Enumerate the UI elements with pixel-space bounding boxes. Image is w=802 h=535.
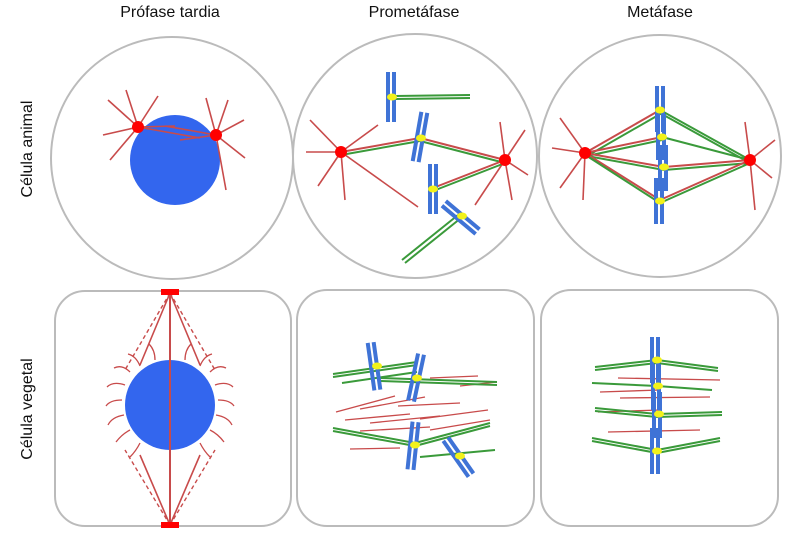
plant-metaphase-content bbox=[591, 337, 723, 474]
animal-cell-prometaphase-outline bbox=[292, 33, 538, 279]
animal-metaphase-content bbox=[551, 86, 776, 224]
column-title-metaphase: Metáfase bbox=[627, 4, 693, 21]
column-title-late-prophase: Prófase tardia bbox=[120, 4, 220, 21]
centrosome bbox=[499, 154, 511, 166]
centrosome bbox=[132, 121, 144, 133]
column-title-prometaphase: Prometáfase bbox=[368, 4, 460, 21]
animal-prometaphase-content bbox=[306, 72, 529, 264]
plant-prometaphase-content bbox=[332, 341, 498, 479]
centrosome bbox=[210, 129, 222, 141]
spindle-pole bbox=[161, 522, 179, 528]
plant-prophase-content bbox=[105, 289, 235, 528]
animal-cell-metaphase-outline bbox=[538, 34, 782, 278]
centrosome bbox=[335, 146, 347, 158]
plant-cell-metaphase-outline bbox=[540, 289, 779, 527]
spindle-pole bbox=[161, 289, 179, 295]
plant-cell-prometaphase-outline bbox=[296, 289, 535, 527]
animal-prophase-content bbox=[102, 89, 246, 205]
centrosome bbox=[579, 147, 591, 159]
centrosome bbox=[744, 154, 756, 166]
